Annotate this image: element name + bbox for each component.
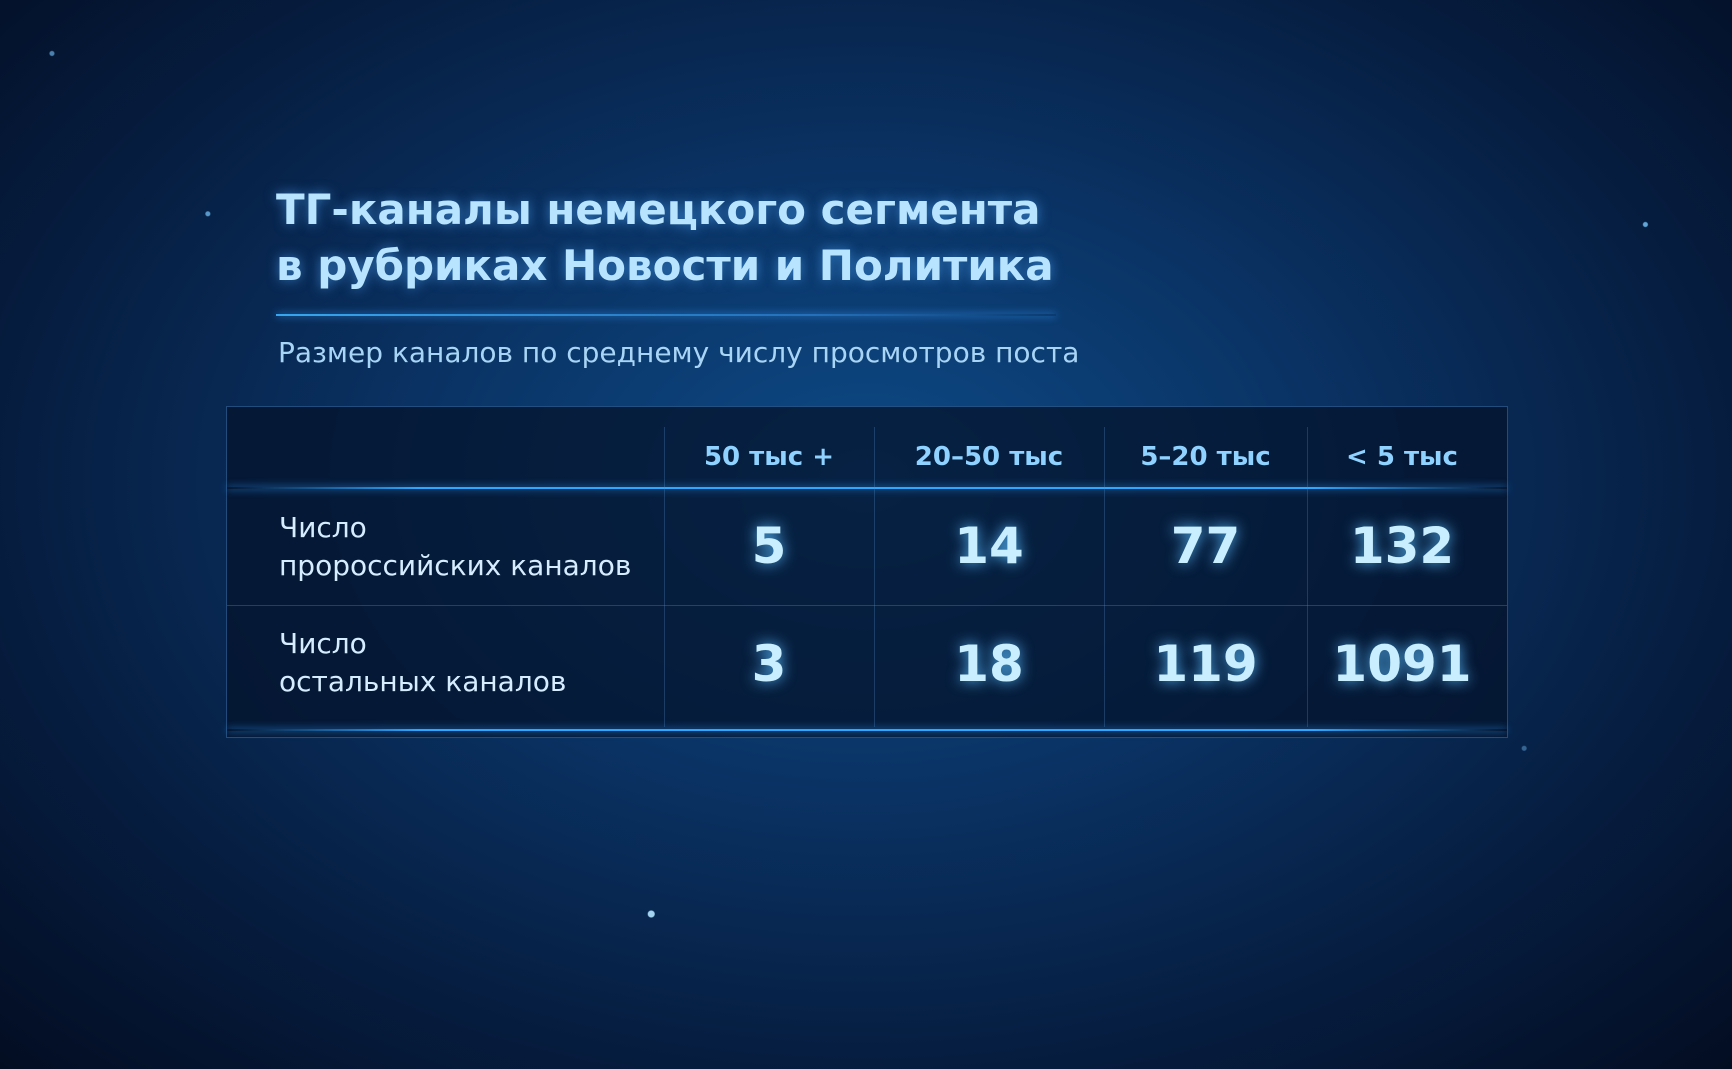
table-cell-value: 18 bbox=[954, 635, 1024, 693]
data-table: 50 тыс + 20–50 тыс 5–20 тыс < 5 тыс Числ… bbox=[226, 406, 1508, 738]
row-divider bbox=[227, 605, 1507, 606]
column-header: 5–20 тыс bbox=[1140, 442, 1271, 472]
table-cell-value: 3 bbox=[751, 635, 787, 693]
table-cell-value: 1091 bbox=[1332, 635, 1472, 693]
column-divider bbox=[1307, 427, 1308, 727]
row-label: Число пророссийских каналов bbox=[279, 509, 631, 585]
title-line-1: ТГ-каналы немецкого сегмента bbox=[276, 185, 1041, 234]
subtitle: Размер каналов по среднему числу просмот… bbox=[278, 336, 1080, 369]
column-divider bbox=[664, 427, 665, 727]
row-label-line: Число bbox=[279, 511, 367, 544]
bottom-divider bbox=[227, 729, 1507, 731]
table-cell-value: 77 bbox=[1170, 517, 1241, 575]
row-label-line: остальных каналов bbox=[279, 665, 567, 698]
title-divider bbox=[276, 314, 1056, 316]
title-line-2: в рубриках Новости и Политика bbox=[276, 241, 1054, 290]
column-divider bbox=[1104, 427, 1105, 727]
table-cell-value: 119 bbox=[1153, 635, 1258, 693]
column-header: < 5 тыс bbox=[1346, 442, 1458, 472]
table-cell-value: 5 bbox=[751, 517, 787, 575]
page-title: ТГ-каналы немецкого сегмента в рубриках … bbox=[276, 182, 1054, 294]
row-label-line: Число bbox=[279, 627, 367, 660]
table-cell-value: 132 bbox=[1349, 517, 1455, 575]
table-cell-value: 14 bbox=[954, 517, 1024, 575]
column-divider bbox=[874, 427, 875, 727]
column-header: 20–50 тыс bbox=[914, 442, 1064, 472]
row-label: Число остальных каналов bbox=[279, 625, 566, 701]
header-divider bbox=[227, 487, 1507, 489]
row-label-line: пророссийских каналов bbox=[279, 549, 632, 582]
column-header: 50 тыс + bbox=[703, 442, 835, 472]
